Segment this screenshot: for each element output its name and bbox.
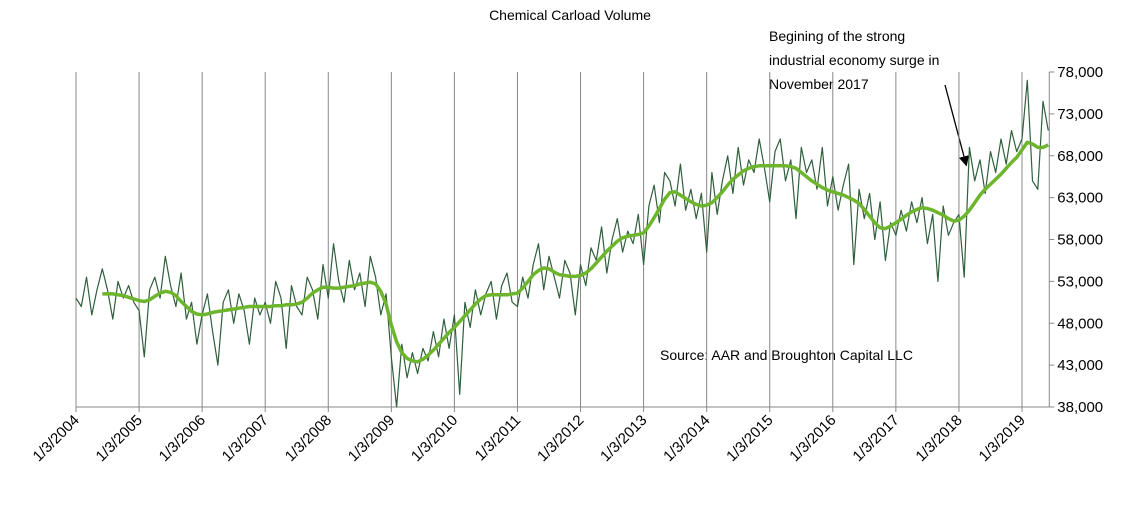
x-tick-label: 1/3/2010 xyxy=(408,412,461,465)
y-tick-label: 68,000 xyxy=(1057,148,1103,165)
x-tick-label: 1/3/2014 xyxy=(660,412,713,465)
y-tick-label: 48,000 xyxy=(1057,315,1103,332)
x-tick-label: 1/3/2009 xyxy=(345,412,398,465)
x-tick-label: 1/3/2019 xyxy=(976,412,1029,465)
source-note: Source: AAR and Broughton Capital LLC xyxy=(660,347,913,363)
series-line xyxy=(102,140,1050,364)
x-tick-label: 1/3/2005 xyxy=(93,412,146,465)
x-tick-label: 1/3/2011 xyxy=(472,412,525,465)
y-tick-label: 63,000 xyxy=(1057,190,1103,207)
x-tick-label: 1/3/2015 xyxy=(723,412,776,465)
x-tick-label: 1/3/2017 xyxy=(849,412,902,465)
x-tick-label: 1/3/2004 xyxy=(30,412,83,465)
y-tick-label: 78,000 xyxy=(1057,64,1103,81)
x-tick-label: 1/3/2016 xyxy=(786,412,839,465)
chart-title: Chemical Carload Volume xyxy=(489,7,651,23)
x-tick-label: 1/3/2012 xyxy=(534,412,587,465)
annotation-arrow xyxy=(944,84,970,167)
annotation: industrial economy surge in xyxy=(769,52,939,68)
x-tick-label: 1/3/2013 xyxy=(597,412,650,465)
y-tick-label: 38,000 xyxy=(1057,399,1103,416)
y-tick-label: 43,000 xyxy=(1057,357,1103,374)
y-tick-label: 53,000 xyxy=(1057,273,1103,290)
y-tick-label: 73,000 xyxy=(1057,106,1103,123)
x-tick-label: 1/3/2008 xyxy=(282,412,335,465)
y-tick-label: 58,000 xyxy=(1057,232,1103,249)
annotation: November 2017 xyxy=(769,76,869,92)
x-tick-label: 1/3/2018 xyxy=(912,412,965,465)
x-tick-label: 1/3/2007 xyxy=(219,412,272,465)
annotation: Begining of the strong xyxy=(769,28,905,44)
series-line xyxy=(75,79,1049,408)
x-tick-label: 1/3/2006 xyxy=(156,412,209,465)
